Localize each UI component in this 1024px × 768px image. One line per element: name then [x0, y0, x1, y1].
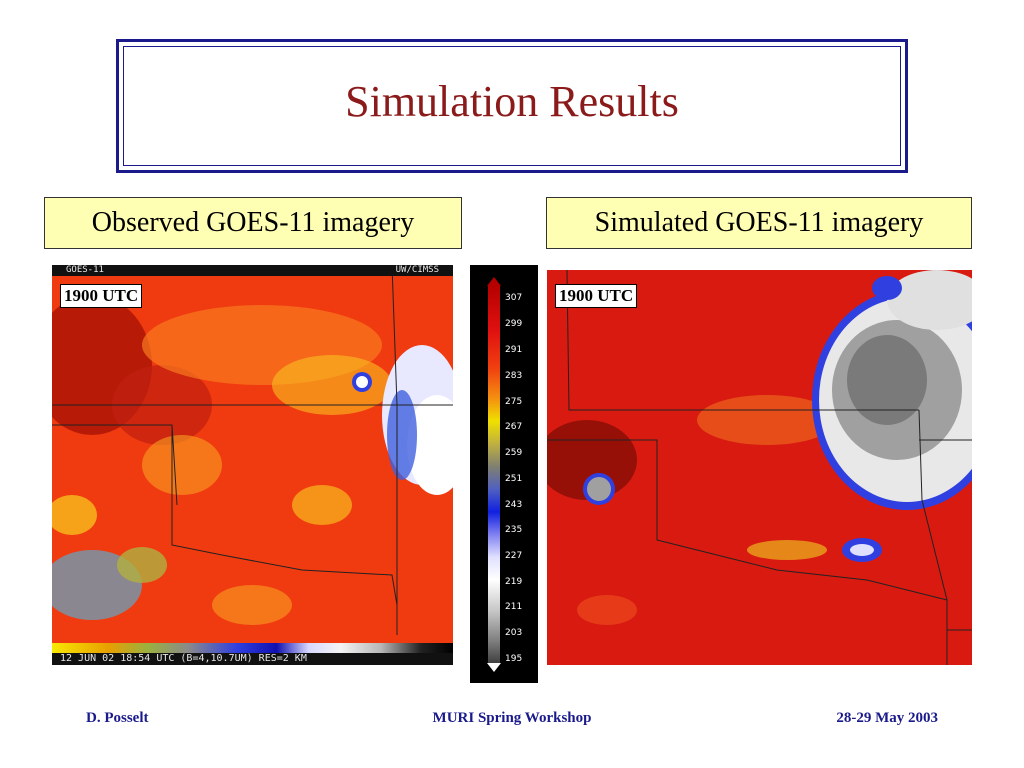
legend-tick: 299: [505, 319, 523, 329]
observed-header: GOES-11 UW/CIMSS: [52, 265, 453, 276]
legend-arrow-up-icon: [487, 277, 501, 286]
simulated-satellite-image: [547, 270, 972, 665]
title-frame: [116, 39, 908, 173]
slide-title: Simulation Results: [345, 77, 679, 126]
legend-tick: 203: [505, 628, 523, 638]
simulated-time-label: 1900 UTC: [555, 284, 638, 308]
observed-colorbar: [52, 643, 453, 653]
legend-tick: 195: [505, 654, 523, 664]
legend-tick: 251: [505, 474, 523, 484]
legend-tick: 307: [505, 293, 523, 303]
legend-tick: 291: [505, 345, 523, 355]
legend-tick: 283: [505, 371, 523, 381]
legend-tick: 243: [505, 500, 523, 510]
legend-tick: 211: [505, 602, 523, 612]
observed-time-label: 1900 UTC: [60, 284, 143, 308]
simulated-imagery: [547, 270, 972, 665]
observed-caption: Observed GOES-11 imagery: [44, 197, 462, 249]
legend-tick: 235: [505, 525, 523, 535]
simulated-caption: Simulated GOES-11 imagery: [546, 197, 972, 249]
footer-date: 28-29 May 2003: [836, 710, 938, 726]
legend-arrow-down-icon: [487, 663, 501, 672]
observed-satellite-image: [52, 265, 453, 665]
legend-tick: 227: [505, 551, 523, 561]
observed-header-satellite: GOES-11: [66, 265, 104, 275]
temperature-legend: 307 299 291 283 275 267 259 251 243 235 …: [470, 265, 538, 683]
legend-tick: 275: [505, 397, 523, 407]
footer-event: MURI Spring Workshop: [432, 710, 592, 726]
legend-tick: 259: [505, 448, 523, 458]
footer-author: D. Posselt: [86, 710, 149, 726]
legend-tick: 219: [505, 577, 523, 587]
observed-header-source: UW/CIMSS: [395, 265, 439, 275]
observed-imagery: GOES-11 UW/CIMSS 12 JUN 02 18:54 UTC (B=…: [52, 265, 453, 665]
legend-color-scale: [488, 285, 500, 663]
title-frame-inner: [123, 46, 901, 166]
legend-tick: 267: [505, 422, 523, 432]
observed-footer: 12 JUN 02 18:54 UTC (B=4,10.7UM) RES=2 K…: [52, 653, 453, 665]
